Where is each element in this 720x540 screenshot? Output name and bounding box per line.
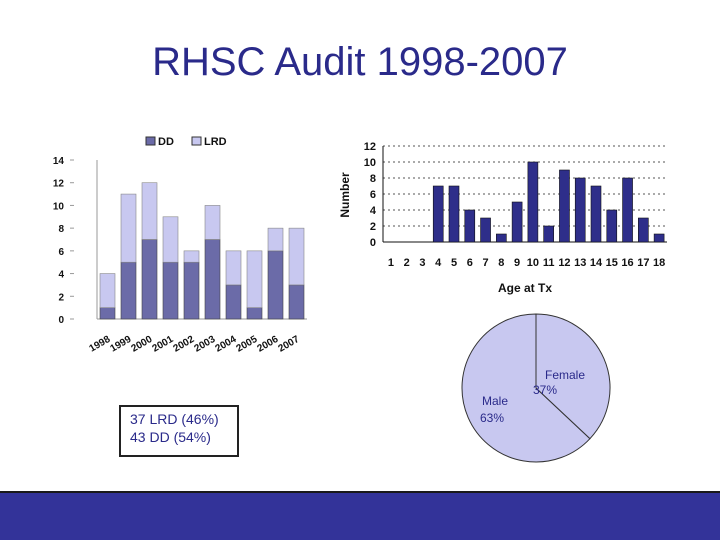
bar-lrd-1998 <box>99 273 116 308</box>
legend-label-lrd: LRD <box>204 136 227 148</box>
age-chart-y-label: Number <box>338 172 352 218</box>
slide-title: RHSC Audit 1998-2007 <box>152 40 568 84</box>
age-chart-x-tick: 16 <box>621 257 633 269</box>
age-chart-x-tick: 17 <box>637 257 649 269</box>
age-chart-y-tick: 10 <box>364 157 376 169</box>
age-chart-x-tick: 12 <box>558 257 570 269</box>
summary-lrd: 37 LRD (46%) <box>130 411 219 427</box>
age-bar-14 <box>590 185 602 243</box>
age-bar-13 <box>574 177 586 243</box>
bar-dd-2005 <box>246 307 263 320</box>
bar-lrd-2006 <box>267 227 284 252</box>
bar-dd-2003 <box>204 239 221 320</box>
age-chart-x-tick: 4 <box>435 257 442 269</box>
bar-dd-2002 <box>183 261 200 320</box>
pie-label-male-pct: 63% <box>480 411 504 425</box>
age-bar-15 <box>606 209 618 243</box>
bar-dd-1999 <box>120 261 137 320</box>
age-chart-x-tick: 13 <box>574 257 586 269</box>
age-chart-x-tick: 3 <box>419 257 425 269</box>
legend-swatch-lrd <box>191 136 202 146</box>
pie-label-female-pct: 37% <box>533 383 557 397</box>
bar-lrd-2004 <box>225 250 242 286</box>
bar-dd-2001 <box>162 261 179 320</box>
bar-lrd-2000 <box>141 182 158 240</box>
bar-dd-2000 <box>141 239 158 320</box>
age-chart-x-tick: 6 <box>467 257 473 269</box>
summary-dd: 43 DD (54%) <box>130 429 211 445</box>
age-bar-9 <box>511 201 523 243</box>
age-chart-x-tick: 18 <box>653 257 665 269</box>
age-bar-4 <box>432 185 444 243</box>
age-chart-x-tick: 9 <box>514 257 520 269</box>
bar-lrd-2003 <box>204 205 221 240</box>
age-chart-y-tick: 6 <box>370 189 376 201</box>
bar-lrd-1999 <box>120 193 137 263</box>
summary-box: 37 LRD (46%) 43 DD (54%) <box>119 405 239 457</box>
bar-dd-2004 <box>225 284 242 320</box>
bar-lrd-2007 <box>288 227 305 286</box>
year-chart-x-tick: 2007 <box>277 334 302 355</box>
age-chart-x-tick: 1 <box>388 257 394 269</box>
age-bar-11 <box>543 225 554 243</box>
age-bar-5 <box>448 185 460 243</box>
age-chart-y-tick: 8 <box>370 173 376 185</box>
age-bar-8 <box>496 233 507 243</box>
bar-lrd-2005 <box>246 250 263 308</box>
age-chart-x-label: Age at Tx <box>498 281 552 295</box>
age-bar-7 <box>480 217 491 243</box>
age-chart-y-tick: 0 <box>370 237 376 249</box>
age-bar-18 <box>653 233 665 243</box>
bar-lrd-2001 <box>162 216 179 263</box>
year-chart-y-tick: 8 <box>58 224 64 235</box>
bar-dd-1998 <box>99 307 116 320</box>
age-bar-10 <box>527 161 539 243</box>
age-bar-6 <box>464 209 476 243</box>
year-chart-y-tick: 14 <box>53 156 65 167</box>
year-chart-y-tick: 10 <box>53 201 65 212</box>
age-chart-x-tick: 5 <box>451 257 457 269</box>
footer-bar <box>0 491 720 540</box>
age-chart-x-tick: 2 <box>404 257 410 269</box>
pie-slice-male <box>461 313 591 463</box>
legend-swatch-dd <box>145 136 156 146</box>
bar-dd-2006 <box>267 250 284 320</box>
year-chart-y-tick: 2 <box>58 292 64 303</box>
year-chart-y-tick: 0 <box>58 315 64 326</box>
pie-label-female-name: Female <box>545 368 585 382</box>
age-chart-x-tick: 15 <box>606 257 618 269</box>
age-chart-y-tick: 4 <box>370 205 377 217</box>
age-bar-17 <box>638 217 649 243</box>
legend-label-dd: DD <box>158 136 174 148</box>
age-bar-12 <box>559 169 570 243</box>
age-chart-x-tick: 14 <box>590 257 603 269</box>
age-chart-y-tick: 12 <box>364 141 376 153</box>
age-chart-x-tick: 10 <box>527 257 539 269</box>
age-bar-16 <box>622 177 633 243</box>
age-chart-y-tick: 2 <box>370 221 376 233</box>
age-chart-x-tick: 11 <box>543 257 555 269</box>
year-chart-y-tick: 4 <box>58 270 64 281</box>
age-chart-x-tick: 8 <box>498 257 504 269</box>
bar-lrd-2002 <box>183 250 200 263</box>
pie-slice-female <box>535 313 611 440</box>
age-chart-x-tick: 7 <box>482 257 488 269</box>
year-chart-y-tick: 12 <box>53 179 65 190</box>
gender-pie-chart: Male 63% Female 37% <box>461 313 611 463</box>
bar-dd-2007 <box>288 284 305 320</box>
year-chart-y-tick: 6 <box>58 247 64 258</box>
pie-label-male-name: Male <box>482 394 508 408</box>
